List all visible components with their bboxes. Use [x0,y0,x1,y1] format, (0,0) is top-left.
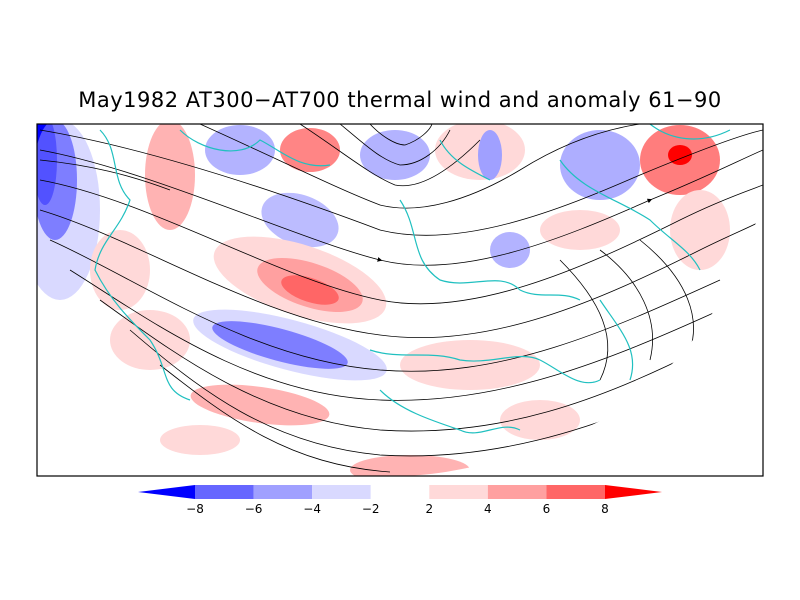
anomaly-region [190,384,330,426]
colorbar-tick-label: 6 [543,502,551,516]
streamline [339,124,451,166]
colorbar-bin [195,485,254,499]
colorbar-bin [605,485,662,499]
coastline [179,129,331,167]
anomaly-region [350,455,470,476]
streamline [199,124,641,209]
streamline [39,129,763,236]
streamline [69,269,721,401]
colorbar-bin [370,485,430,499]
anomaly-region [261,192,339,248]
map-title: May1982 AT300−AT700 thermal wind and ano… [78,88,722,112]
streamline [39,159,171,191]
streamline [159,364,391,473]
colorbar-tick-label: −2 [362,502,380,516]
coastline [649,124,731,140]
coastline [399,199,581,301]
anomaly-region [400,340,540,390]
coastline [379,389,521,434]
map-frame [36,123,764,477]
streamline [639,239,694,351]
streamline [299,124,481,187]
anomaly-region [212,321,348,369]
anomaly-region [37,124,77,240]
colorbar-tick-label: −4 [303,502,321,516]
colorbar-bin [138,485,195,499]
coastline [559,159,701,271]
colorbar-tick-label: −6 [245,502,263,516]
colorbar-bin [429,485,488,499]
colorbar-bin [253,485,313,499]
colorbar-tick-label: −8 [186,502,204,516]
streamline [369,124,433,146]
coastline [599,299,634,381]
coastline [369,349,601,384]
thermal-wind-map [36,123,764,477]
streamline [129,329,681,457]
streamline [39,149,763,266]
coastline [94,129,191,401]
colorbar-bin [546,485,605,499]
colorbar-tick-label: 4 [484,502,492,516]
streamline [39,209,763,339]
streamline [559,259,609,381]
streamline [39,179,763,305]
anomaly-region [281,275,339,305]
colorbar-bin [487,485,547,499]
anomaly-region [360,130,430,180]
anomaly-region [145,124,195,230]
coastline [439,139,491,181]
anomaly-region [90,230,150,310]
anomaly-region [668,145,692,165]
anomaly-region [280,128,340,172]
streamlines [39,124,763,473]
anomaly-region [160,425,240,455]
coastlines [94,124,731,434]
anomaly-region [560,130,640,200]
colorbar-bin [312,485,371,499]
anomaly-region [478,130,502,180]
colorbar-tick-label: 8 [601,502,609,516]
streamline [49,239,721,372]
colorbar-tick-label: 2 [425,502,433,516]
streamline [599,249,653,361]
streamline [99,299,701,432]
